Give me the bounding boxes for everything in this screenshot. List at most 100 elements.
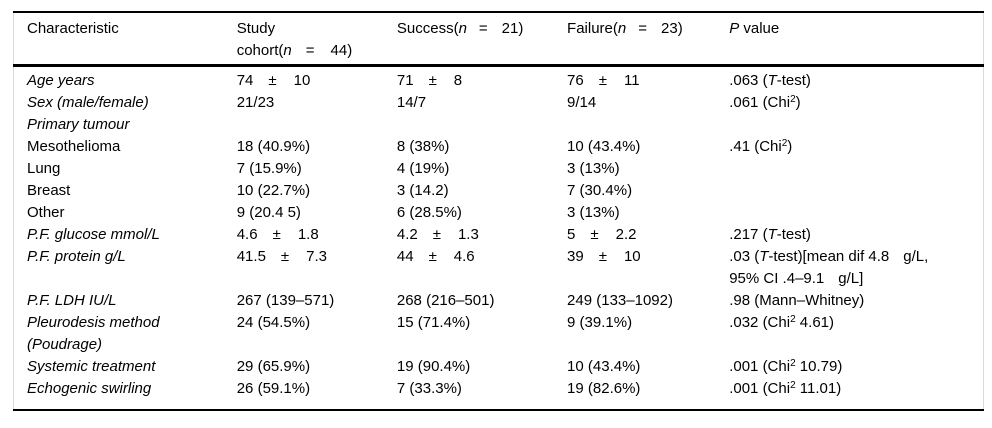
- text-run: (Poudrage): [27, 336, 103, 353]
- text-run: 6 (28.5%): [396, 204, 462, 221]
- text-run: 4.2: [396, 226, 418, 243]
- text-run: 9/14: [567, 94, 597, 111]
- row-label: Mesothelioma: [14, 136, 237, 158]
- text-run: .063 (: [729, 72, 768, 89]
- column-header-p-value: P value: [729, 12, 984, 67]
- text-run: Mesothelioma: [27, 138, 121, 155]
- text-run: .032 (Chi: [729, 314, 791, 331]
- row-label: Sex (male/female): [14, 92, 237, 114]
- cell-p-value: .032 (Chi2 4.61): [729, 312, 983, 356]
- cell-p-value: .98 (Mann–Whitney): [729, 290, 983, 312]
- text-run: ): [795, 94, 801, 111]
- table-row: Echogenic swirling 26 (59.1%) 7 (33.3%) 19 …: [14, 378, 984, 410]
- text-run: 5: [567, 226, 576, 243]
- text-run: Systemic treatment: [27, 358, 156, 375]
- text-run: 19 (90.4%): [396, 358, 471, 375]
- table-row: Other 9 (20.4 5) 6 (28.5%) 3 (13%): [14, 202, 984, 224]
- cell-failure: 39 ±10: [567, 246, 729, 290]
- cell-p-value: .001 (Chi2 10.79): [729, 356, 983, 378]
- text-run: 4 (19%): [396, 160, 450, 177]
- table-row: Lung 7 (15.9%) 4 (19%) 3 (13%): [14, 158, 984, 180]
- text-run: Sex (male/female): [27, 94, 149, 111]
- text-run: ): [787, 138, 793, 155]
- text-run: 1.8: [297, 226, 319, 243]
- cell-success: 7 (33.3%): [397, 378, 567, 410]
- superscript-text: 2: [790, 358, 796, 369]
- cell-success: 8 (38%): [397, 136, 567, 158]
- cell-study-cohort: 267 (139–571): [237, 290, 397, 312]
- text-run: 44: [396, 248, 414, 265]
- text-run: Pleurodesis method: [27, 314, 160, 331]
- cell-study-cohort: 26 (59.1%): [237, 378, 397, 410]
- text-run: -test): [776, 72, 811, 89]
- table-row: P.F. protein g/L 41.5 ±7.3 44 ±4.6 39 ±10 .03 (…: [14, 246, 984, 290]
- text-run: .217 (: [729, 226, 768, 243]
- cell-study-cohort: 18 (40.9%): [237, 136, 397, 158]
- text-run: 2.2: [615, 226, 637, 243]
- text-run: 24 (54.5%): [236, 314, 311, 331]
- row-label: Breast: [14, 180, 237, 202]
- text-run: 7 (15.9%): [236, 160, 302, 177]
- text-run: 3 (13%): [567, 160, 620, 177]
- text-run: 10.79): [795, 358, 843, 375]
- text-run: -test)[mean dif 4.8: [768, 248, 890, 265]
- text-run: 11.01): [795, 380, 842, 397]
- cell-study-cohort: [237, 114, 397, 136]
- text-run: Failure(: [567, 20, 618, 37]
- column-header-study-cohort: Study cohort(n = 44): [236, 12, 397, 67]
- cell-failure: 3 (13%): [567, 158, 729, 180]
- row-label: Systemic treatment: [14, 356, 237, 378]
- text-run: 4.6: [453, 248, 475, 265]
- cell-failure: 10 (43.4%): [567, 136, 729, 158]
- cell-success: 71 ±8: [397, 66, 567, 93]
- text-run: 11: [623, 72, 640, 89]
- text-run: 10: [293, 72, 311, 89]
- row-label: Other: [14, 202, 237, 224]
- text-run: ±: [590, 226, 599, 243]
- text-run: Characteristic: [27, 20, 119, 37]
- column-header-failure: Failure(n = 23): [567, 12, 730, 67]
- text-run: 7.3: [306, 248, 328, 265]
- row-label: Lung: [14, 158, 237, 180]
- text-run: ±: [280, 248, 290, 265]
- text-run: T: [767, 72, 777, 89]
- cell-study-cohort: 24 (54.5%): [237, 312, 397, 356]
- cell-p-value: [729, 114, 983, 136]
- row-label: P.F. protein g/L: [14, 246, 237, 290]
- superscript-text: 2: [790, 314, 796, 325]
- cell-failure: [567, 114, 729, 136]
- cell-study-cohort: 41.5 ±7.3: [237, 246, 397, 290]
- text-run: 8 (38%): [396, 138, 450, 155]
- text-run: ±: [428, 248, 437, 265]
- superscript-text: 2: [790, 94, 796, 105]
- text-run: 76: [567, 72, 584, 89]
- text-run: 29 (65.9%): [236, 358, 311, 375]
- cell-failure: 9 (39.1%): [567, 312, 729, 356]
- text-run: 3 (14.2): [396, 182, 449, 199]
- text-run: 41.5: [236, 248, 266, 265]
- table-row: Pleurodesis method (Poudrage) 24 (54.5%) 15…: [14, 312, 984, 356]
- text-run: P.F. protein g/L: [27, 248, 126, 265]
- cell-failure: 9/14: [567, 92, 729, 114]
- text-run: 1.3: [457, 226, 479, 243]
- text-run: =: [638, 20, 648, 37]
- text-run: .41 (Chi: [729, 138, 782, 155]
- table-body: Age years 74 ±10 71 ±8 76 ±11.063 (T-test) Sex …: [14, 66, 984, 411]
- text-run: cohort(: [236, 42, 284, 59]
- text-run: 21/23: [236, 94, 275, 111]
- text-run: Age years: [27, 72, 95, 89]
- text-run: ±: [428, 72, 437, 89]
- text-run: 15 (71.4%): [396, 314, 471, 331]
- cell-p-value: .061 (Chi2): [729, 92, 983, 114]
- text-run: Study: [236, 20, 276, 37]
- text-run: T: [767, 226, 777, 243]
- text-run: =: [478, 20, 488, 37]
- table-row: Systemic treatment 29 (65.9%) 19 (90.4%) 10…: [14, 356, 984, 378]
- text-run: Breast: [27, 182, 71, 199]
- text-run: 95% CI .4–9.1: [729, 270, 825, 287]
- cell-study-cohort: 74 ±10: [237, 66, 397, 93]
- text-run: T: [759, 248, 769, 265]
- text-run: =: [305, 42, 315, 59]
- cell-study-cohort: 10 (22.7%): [237, 180, 397, 202]
